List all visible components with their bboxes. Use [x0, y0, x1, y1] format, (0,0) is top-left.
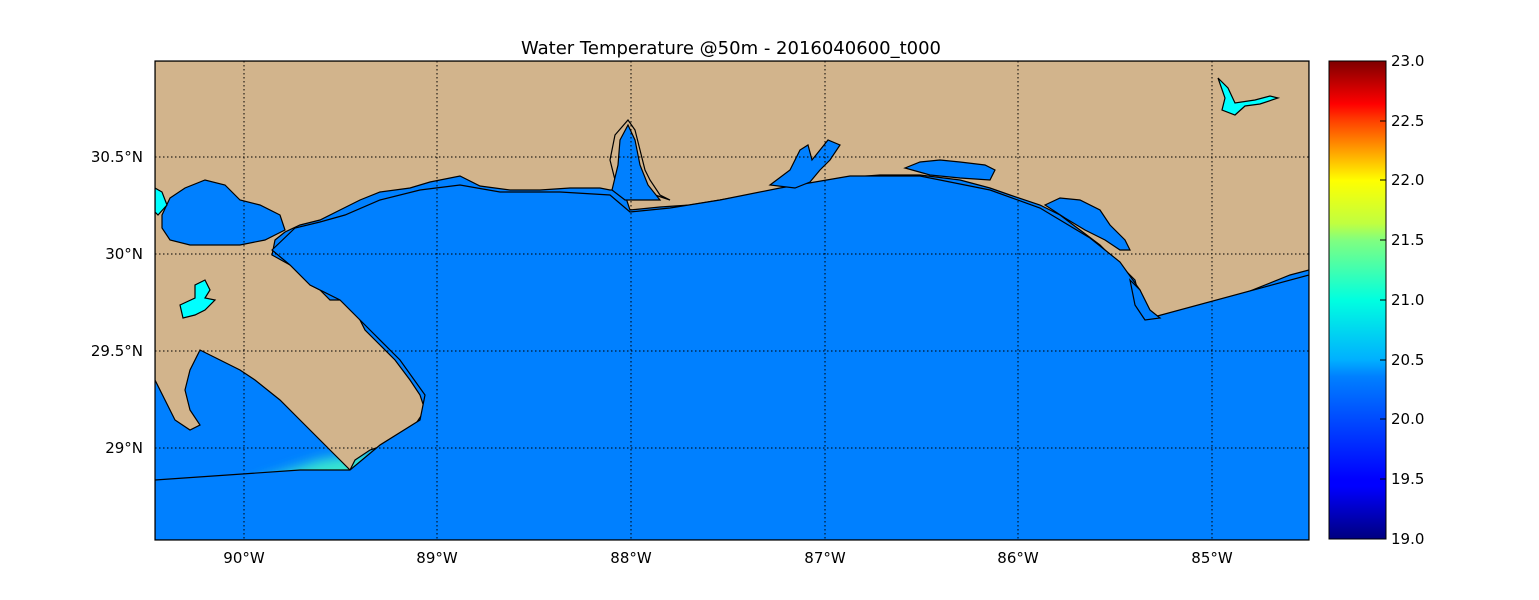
lon-label: 90°W [223, 549, 265, 567]
lon-label: 88°W [610, 549, 652, 567]
colorbar-label: 20.0 [1391, 410, 1424, 428]
lat-label: 29.5°N [91, 342, 143, 360]
colorbar-label: 19.5 [1391, 470, 1424, 488]
pensacola-bay [768, 139, 841, 189]
mobile-bay [611, 123, 662, 201]
lon-label: 87°W [804, 549, 846, 567]
colorbar-label: 21.5 [1391, 231, 1424, 249]
st-andrew-bay [1043, 197, 1131, 251]
colorbar-label: 20.5 [1391, 351, 1424, 369]
lake-pontchartrain [161, 179, 286, 246]
lat-lon-grid [155, 61, 1309, 540]
land-north [155, 61, 1309, 472]
colorbar-label: 23.0 [1391, 52, 1424, 70]
colorbar-label: 21.0 [1391, 291, 1424, 309]
plot-area [155, 61, 1309, 540]
lake-salvador [179, 279, 217, 319]
colorbar: 23.0 22.5 22.0 21.5 21.0 20.5 20.0 19.5 … [1328, 52, 1424, 548]
lon-tick-labels: 90°W 89°W 88°W 87°W 86°W 85°W [223, 549, 1233, 567]
lat-label: 30°N [105, 245, 143, 263]
lake-seminole [1217, 77, 1281, 116]
map-frame [154, 60, 1310, 541]
lake-maurepas [155, 187, 168, 216]
colorbar-label: 19.0 [1391, 530, 1424, 548]
lon-label: 85°W [1191, 549, 1233, 567]
lat-label: 29°N [105, 439, 143, 457]
sound-water [155, 175, 1309, 540]
apalachicola-point [1129, 278, 1162, 321]
colorbar-label: 22.5 [1391, 112, 1424, 130]
colorbar-ticks [1380, 60, 1386, 540]
lon-label: 89°W [416, 549, 458, 567]
choctawhatchee-bay [903, 159, 996, 181]
colorbar-label: 22.0 [1391, 171, 1424, 189]
lat-tick-labels: 30.5°N 30°N 29.5°N 29°N [91, 148, 143, 457]
colorbar-gradient [1328, 60, 1387, 540]
lon-label: 86°W [997, 549, 1039, 567]
lat-label: 30.5°N [91, 148, 143, 166]
map-title: Water Temperature @50m - 2016040600_t000 [521, 38, 941, 59]
